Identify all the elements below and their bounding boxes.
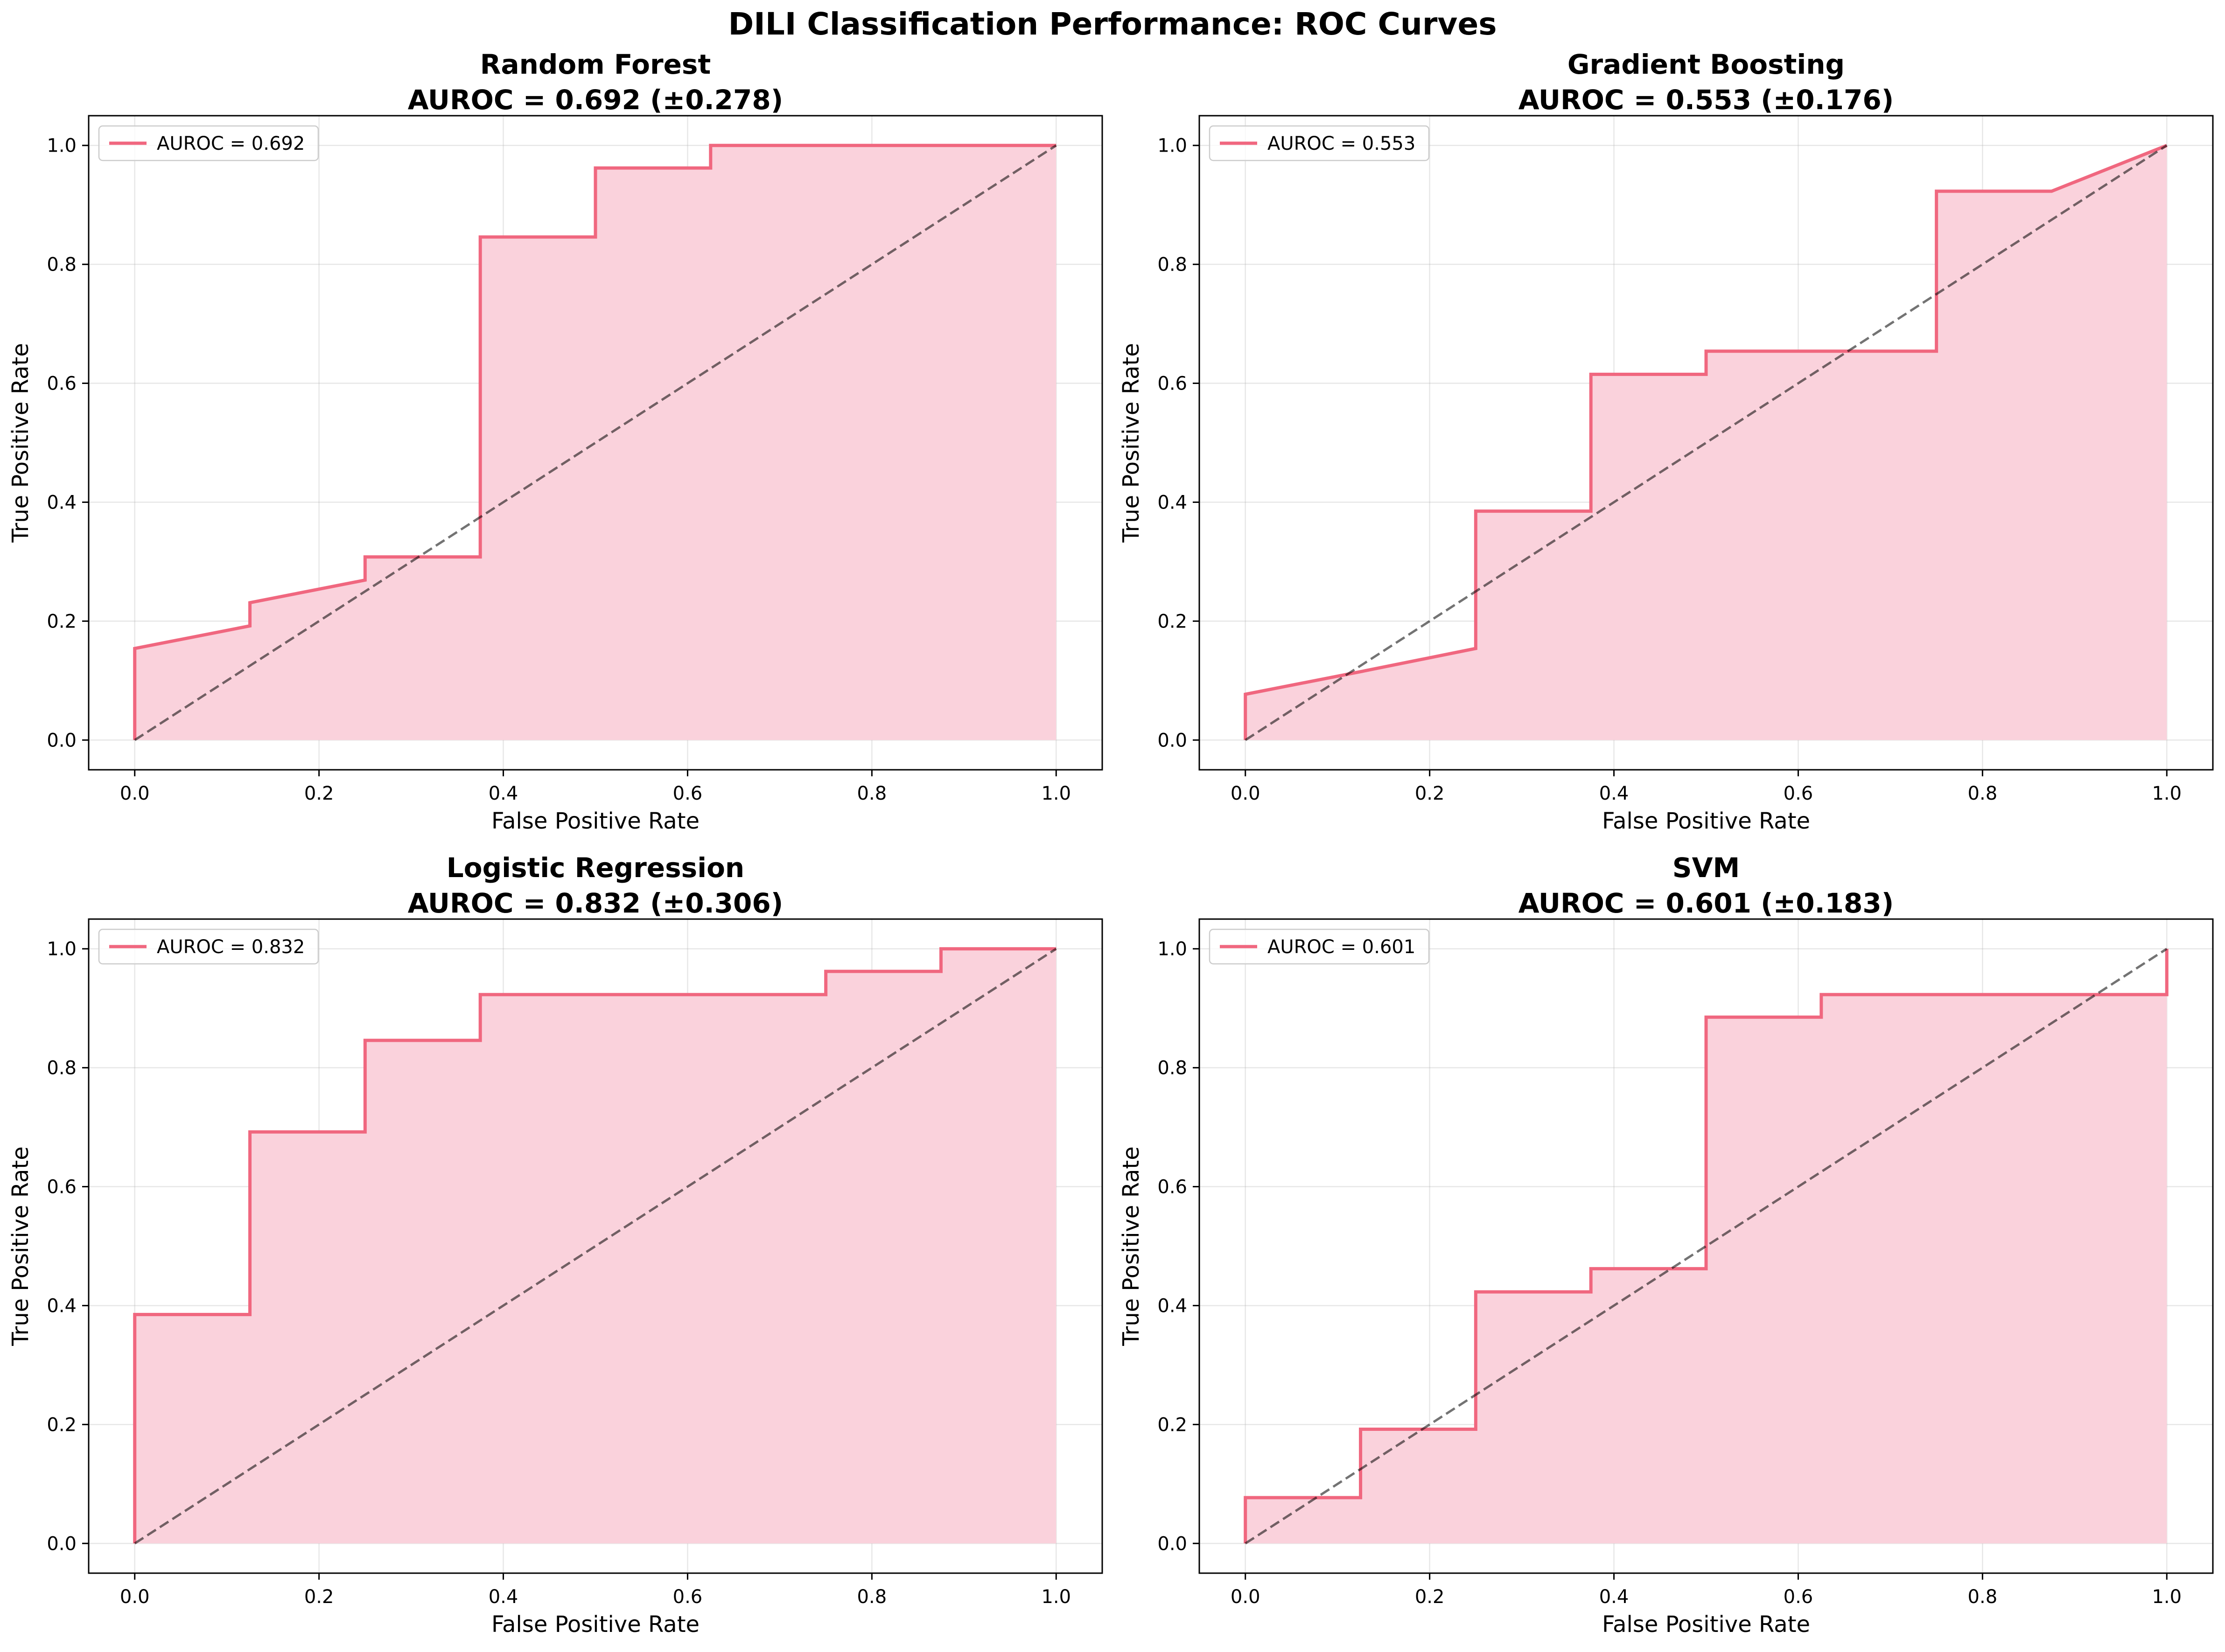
y-tick-label: 0.0: [47, 1533, 77, 1554]
y-tick-label: 0.8: [1157, 254, 1187, 276]
x-axis-label: False Positive Rate: [1602, 808, 1810, 834]
legend-label: AUROC = 0.692: [157, 133, 305, 154]
y-axis-label: True Positive Rate: [7, 1146, 34, 1346]
y-tick-label: 0.8: [1157, 1058, 1187, 1079]
x-tick-label: 0.2: [304, 1586, 334, 1608]
chart-panel-2: 0.0 0.2 0.4 0.6 0.8 1.0 0.0 0.2 0.4 0.6 0.8 1.0 Fals…: [7, 918, 1103, 1638]
legend-box: [98, 928, 319, 965]
x-axis-label: False Positive Rate: [491, 808, 700, 834]
x-tick-label: 0.2: [1415, 783, 1445, 804]
y-tick-label: 0.0: [1157, 1533, 1187, 1554]
roc-curve-line: [133, 947, 1057, 1544]
panel-title-gradient-boosting: Gradient Boosting AUROC = 0.553 (±0.176): [1199, 47, 2213, 118]
panel-title-main: Random Forest: [480, 49, 711, 80]
y-tick-label: 0.2: [47, 1414, 77, 1436]
panel-title-auroc: AUROC = 0.692 (±0.278): [407, 84, 784, 116]
y-axis-label: True Positive Rate: [1118, 1146, 1144, 1346]
x-tick-label: 0.4: [1599, 783, 1629, 804]
x-tick-label: 0.4: [1599, 1586, 1629, 1608]
x-tick-label: 0.8: [1968, 1586, 1998, 1608]
panel-title-svm: SVM AUROC = 0.601 (±0.183): [1199, 850, 2213, 921]
y-tick-label: 0.0: [1157, 730, 1187, 751]
x-tick-label: 0.6: [1784, 1586, 1813, 1608]
x-tick-label: 0.6: [673, 783, 703, 804]
figure-title: DILI Classification Performance: ROC Cur…: [728, 6, 1497, 42]
panel-title-auroc: AUROC = 0.832 (±0.306): [407, 887, 784, 919]
chart-panel-1: 0.0 0.2 0.4 0.6 0.8 1.0 0.0 0.2 0.4 0.6 0.8 1.0 Fals…: [1118, 115, 2214, 834]
panel-title-main: Gradient Boosting: [1567, 49, 1845, 80]
x-tick-label: 0.4: [489, 783, 518, 804]
y-tick-label: 0.4: [1157, 492, 1187, 513]
legend-box: [98, 125, 319, 161]
y-tick-label: 0.4: [47, 1295, 77, 1317]
y-tick-label: 0.8: [47, 1058, 77, 1079]
x-tick-label: 0.8: [1968, 783, 1998, 804]
y-tick-label: 1.0: [47, 135, 77, 157]
y-tick-label: 0.2: [1157, 611, 1187, 632]
y-axis-label: True Positive Rate: [7, 343, 34, 543]
panel-title-auroc: AUROC = 0.553 (±0.176): [1518, 84, 1894, 116]
x-tick-label: 0.8: [857, 783, 887, 804]
legend-label: AUROC = 0.553: [1267, 133, 1415, 154]
x-tick-label: 0.0: [120, 1586, 150, 1608]
y-tick-label: 0.6: [1157, 1177, 1187, 1198]
y-axis-label: True Positive Rate: [1118, 343, 1144, 543]
chance-diagonal-line: [1245, 948, 2168, 1545]
axes-frame: [1198, 918, 2214, 1574]
y-tick-label: 0.4: [1157, 1295, 1187, 1317]
roc-curve-line: [1244, 144, 2168, 740]
panel-title-random-forest: Random Forest AUROC = 0.692 (±0.278): [89, 47, 1102, 118]
x-tick-label: 0.2: [1415, 1586, 1445, 1608]
x-axis-label: False Positive Rate: [491, 1611, 700, 1638]
chance-diagonal-line: [134, 948, 1057, 1545]
y-tick-label: 0.2: [1157, 1414, 1187, 1436]
legend-label: AUROC = 0.832: [157, 936, 305, 958]
chance-diagonal-line: [134, 144, 1057, 741]
x-tick-label: 0.8: [857, 1586, 887, 1608]
x-tick-label: 1.0: [1041, 783, 1071, 804]
x-tick-label: 0.0: [1231, 1586, 1260, 1608]
x-tick-label: 0.6: [1784, 783, 1813, 804]
x-tick-label: 0.0: [1231, 783, 1260, 804]
x-tick-label: 0.6: [673, 1586, 703, 1608]
y-tick-label: 0.6: [47, 1177, 77, 1198]
axes-frame: [88, 115, 1103, 771]
x-tick-label: 1.0: [2152, 1586, 2182, 1608]
y-tick-label: 0.8: [47, 254, 77, 276]
panel-title-auroc: AUROC = 0.601 (±0.183): [1518, 887, 1894, 919]
panel-title-logistic-regression: Logistic Regression AUROC = 0.832 (±0.30…: [89, 850, 1102, 921]
panel-title-main: Logistic Regression: [446, 852, 745, 884]
x-tick-label: 1.0: [1041, 1586, 1071, 1608]
y-tick-label: 1.0: [1157, 135, 1187, 157]
roc-curve-line: [133, 144, 1057, 740]
axes-frame: [88, 918, 1103, 1574]
y-tick-label: 0.6: [1157, 373, 1187, 395]
y-tick-label: 0.6: [47, 373, 77, 395]
legend-label: AUROC = 0.601: [1267, 936, 1415, 958]
x-tick-label: 0.0: [120, 783, 150, 804]
x-tick-label: 1.0: [2152, 783, 2182, 804]
x-tick-label: 0.4: [489, 1586, 518, 1608]
y-tick-label: 1.0: [47, 939, 77, 960]
axes-frame: [1198, 115, 2214, 771]
legend-box: [1209, 928, 1430, 965]
y-tick-label: 0.2: [47, 611, 77, 632]
panel-title-main: SVM: [1672, 852, 1740, 884]
y-tick-label: 0.0: [47, 730, 77, 751]
chance-diagonal-line: [1245, 144, 2168, 741]
chart-panel-3: 0.0 0.2 0.4 0.6 0.8 1.0 0.0 0.2 0.4 0.6 0.8 1.0 Fals…: [1118, 918, 2214, 1638]
roc-curve-line: [1244, 948, 2169, 1544]
y-tick-label: 1.0: [1157, 939, 1187, 960]
legend-box: [1209, 125, 1430, 161]
x-axis-label: False Positive Rate: [1602, 1611, 1810, 1638]
y-tick-label: 0.4: [47, 492, 77, 513]
chart-panel-0: 0.0 0.2 0.4 0.6 0.8 1.0 0.0 0.2 0.4 0.6 0.8 1.0 Fals…: [7, 115, 1103, 834]
x-tick-label: 0.2: [304, 783, 334, 804]
